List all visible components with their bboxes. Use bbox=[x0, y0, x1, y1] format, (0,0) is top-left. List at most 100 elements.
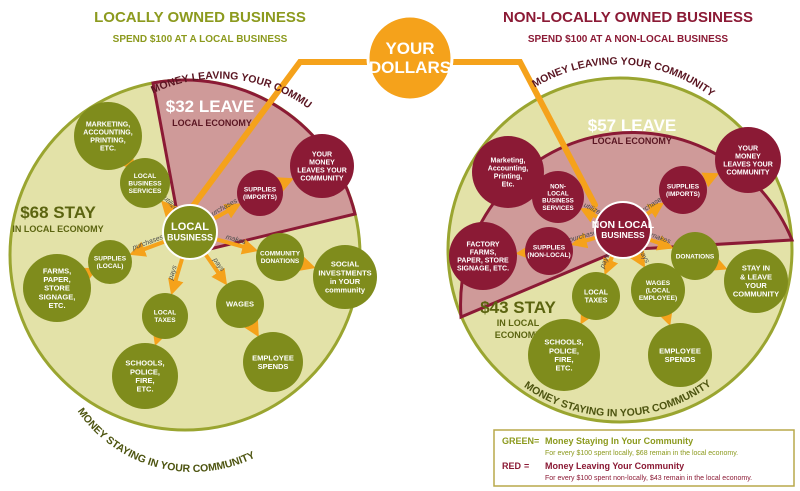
left-node-center-line: BUSINESS bbox=[167, 232, 213, 242]
left-node-your-money-leaves-line: LEAVES YOUR bbox=[297, 167, 347, 174]
right-node-local-taxes-line: TAXES bbox=[585, 297, 608, 304]
right-node-supplies-imports: SUPPLIES(IMPORTS) bbox=[659, 166, 707, 214]
legend-red-title: Money Leaving Your Community bbox=[545, 461, 684, 471]
left-arrow-center-to-supplies_imports bbox=[213, 203, 242, 221]
legend-green-sub: For every $100 spent locally, $68 remain… bbox=[545, 450, 738, 457]
dollars-line1: YOUR bbox=[385, 39, 434, 58]
right-node-employee-spends-line: EMPLOYEE bbox=[659, 346, 701, 355]
legend-red-label: RED bbox=[502, 461, 522, 471]
flow-nodes: LOCALBUSINESSMARKETING,ACCOUNTING,PRINTI… bbox=[23, 102, 788, 409]
right-node-factory-farms-line: PAPER, STORE bbox=[457, 257, 509, 264]
right-node-nonlocal-services-line: SERVICES bbox=[542, 205, 573, 212]
left-node-local-taxes-line: TAXES bbox=[154, 317, 176, 324]
right-node-employee-spends-line: SPENDS bbox=[665, 355, 696, 364]
legend-red-eq: = bbox=[524, 461, 529, 471]
right-node-marketing-line: Etc. bbox=[502, 182, 515, 189]
right-node-donations: DONATIONS bbox=[671, 232, 719, 280]
right-node-marketing: Marketing,Accounting,Printing, Etc. bbox=[472, 136, 544, 208]
legend-green-eq: = bbox=[534, 436, 539, 446]
right-node-wages-line: (LOCAL bbox=[646, 287, 671, 294]
right-node-stay-in-leave-line: & LEAVE bbox=[740, 272, 772, 281]
left-node-community-donations-line: DONATIONS bbox=[261, 258, 300, 265]
right-node-center-line: BUSINESS bbox=[601, 230, 645, 240]
left-stay-amount: $68 STAY bbox=[20, 203, 96, 222]
left-title: LOCALLY OWNED BUSINESS bbox=[94, 9, 306, 26]
left-arrow-community_donations-to-social_investments bbox=[298, 255, 316, 271]
left-node-your-money-leaves-line: MONEY bbox=[309, 159, 335, 166]
left-node-local-services-line: LOCAL bbox=[134, 173, 156, 180]
left-node-social-investments-line: community bbox=[325, 286, 366, 295]
right-node-supplies-nonlocal-line: (NON-LOCAL) bbox=[527, 252, 570, 259]
right-node-your-money-leaves-line: LEAVES YOUR bbox=[723, 161, 773, 168]
right-arrow-center-to-wages bbox=[630, 250, 646, 268]
right-node-schools-line: FIRE, bbox=[554, 355, 573, 364]
right-node-wages-line: EMPLOYEE) bbox=[639, 295, 677, 302]
legend-green-label: GREEN bbox=[502, 436, 534, 446]
left-node-supplies-imports-line: (IMPORTS) bbox=[243, 194, 277, 201]
left-arrow-center-to-community_donations bbox=[216, 237, 259, 255]
left-node-supplies-imports-line: SUPPLIES bbox=[244, 187, 277, 194]
left-node-center-line: LOCAL bbox=[171, 221, 209, 233]
left-node-marketing-line: ACCOUNTING, bbox=[83, 129, 132, 136]
legend: GREEN = Money Staying In Your Community … bbox=[493, 429, 795, 487]
right-node-local-taxes-line: LOCAL bbox=[584, 289, 609, 296]
left-node-schools: SCHOOLS,POLICE,FIRE,ETC. bbox=[112, 343, 178, 409]
right-arrow-center-to-local_taxes bbox=[603, 256, 619, 276]
right-stay-sub2: ECONOMY bbox=[495, 330, 542, 340]
right-node-wages-line: WAGES bbox=[646, 280, 671, 287]
right-arrow-donations-to-stay_in_leave bbox=[709, 255, 728, 271]
right-node-schools: SCHOOLS,POLICE,FIRE,ETC. bbox=[528, 319, 600, 391]
left-arrow-center-to-wages bbox=[204, 253, 228, 286]
left-node-social-investments-line: INVESTMENTS bbox=[318, 268, 371, 277]
left-arrow-center-to-local_taxes bbox=[168, 258, 184, 296]
right-title: NON-LOCALLY OWNED BUSINESS bbox=[503, 9, 753, 26]
right-node-stay-in-leave-line: STAY IN bbox=[742, 264, 770, 273]
right-node-supplies-nonlocal: SUPPLIES(NON-LOCAL) bbox=[525, 227, 573, 275]
left-node-local-services-line: SERVICES bbox=[129, 188, 162, 195]
right-node-factory-farms-line: SIGNAGE, ETC. bbox=[457, 266, 509, 273]
right-node-stay-in-leave-line: COMMUNITY bbox=[733, 290, 779, 299]
right-arrow-wages-to-employee_spends bbox=[657, 308, 673, 327]
right-node-nonlocal-services-line: BUSINESS bbox=[542, 198, 574, 205]
right-node-nonlocal-services-line: LOCAL bbox=[547, 191, 569, 198]
right-node-marketing-line: Marketing, bbox=[490, 157, 525, 164]
right-node-nonlocal-services-line: NON- bbox=[550, 183, 566, 190]
left-node-your-money-leaves-line: YOUR bbox=[312, 151, 332, 158]
left-node-employee-spends-line: EMPLOYEE bbox=[252, 353, 294, 362]
left-node-farms-line: STORE bbox=[44, 284, 70, 293]
left-node-local-services-line: BUSINESS bbox=[128, 180, 162, 187]
left-node-marketing: MARKETING,ACCOUNTING,PRINTING, ETC. bbox=[74, 102, 142, 170]
left-node-marketing-line: ETC. bbox=[100, 146, 116, 153]
right-node-factory-farms-line: FARMS, bbox=[470, 249, 497, 256]
right-node-your-money-leaves-line: COMMUNITY bbox=[726, 170, 769, 177]
dollars-line2: DOLLARS bbox=[369, 58, 451, 77]
right-arrow-local_taxes-to-schools bbox=[580, 306, 596, 325]
right-node-supplies-imports-line: (IMPORTS) bbox=[666, 191, 700, 198]
your-dollars-badge: YOUR DOLLARS bbox=[366, 14, 454, 102]
left-node-employee-spends-line: SPENDS bbox=[258, 362, 289, 371]
right-node-schools-line: POLICE, bbox=[549, 346, 579, 355]
right-node-supplies-nonlocal-line: SUPPLIES bbox=[533, 245, 566, 252]
right-node-your-money-leaves-line: MONEY bbox=[735, 153, 761, 160]
left-node-farms-line: SIGNAGE, bbox=[39, 292, 76, 301]
right-leave-sub: LOCAL ECONOMY bbox=[592, 136, 672, 146]
right-node-your-money-leaves-line: YOUR bbox=[738, 145, 758, 152]
left-subtitle: SPEND $100 AT A LOCAL BUSINESS bbox=[113, 34, 288, 45]
left-node-social-investments-line: in YOUR bbox=[330, 277, 361, 286]
left-node-marketing-line: PRINTING, bbox=[90, 137, 125, 144]
right-stay-amount: $43 STAY bbox=[480, 298, 556, 317]
left-node-supplies-local-line: (LOCAL) bbox=[97, 263, 124, 270]
left-node-farms-line: ETC. bbox=[48, 301, 65, 310]
right-node-center-line: NON LOCAL bbox=[592, 219, 655, 231]
